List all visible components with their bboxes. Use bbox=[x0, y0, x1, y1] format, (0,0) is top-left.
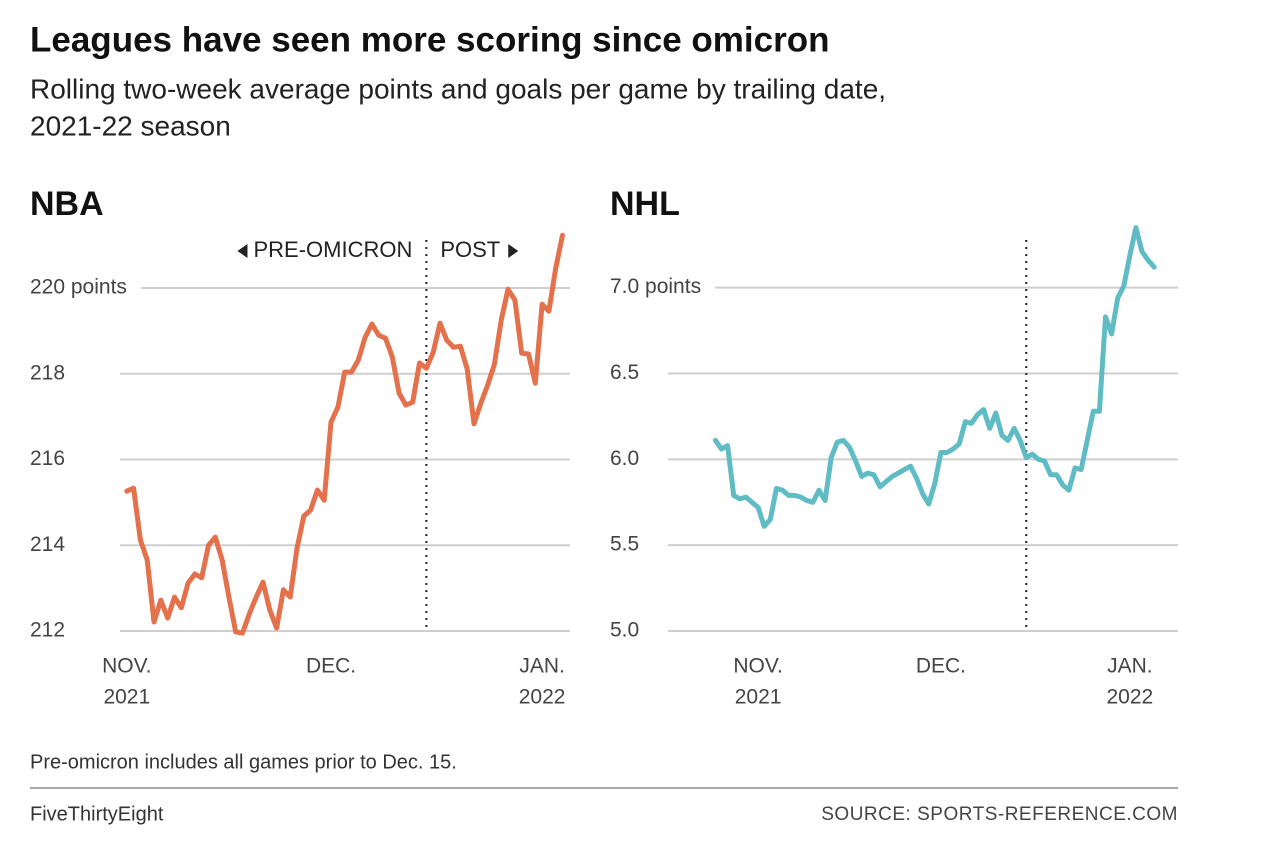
subtitle: Rolling two-week average points and goal… bbox=[30, 73, 886, 104]
note: Pre-omicron includes all games prior to … bbox=[30, 751, 457, 773]
y-tick-label: 218 bbox=[30, 361, 65, 384]
x-tick-label: JAN. bbox=[519, 655, 565, 678]
annotation: POST bbox=[440, 237, 500, 262]
x-tick-label: 2021 bbox=[735, 686, 782, 709]
x-tick-label: 2022 bbox=[519, 686, 566, 709]
panel-title: NBA bbox=[30, 185, 104, 223]
data-line bbox=[124, 232, 565, 636]
arrow-right bbox=[508, 244, 519, 258]
y-tick-label: 216 bbox=[30, 447, 65, 470]
y-tick-label: 214 bbox=[30, 533, 65, 556]
data-line bbox=[712, 225, 1157, 529]
x-tick-label: NOV. bbox=[102, 655, 151, 678]
y-tick-label: 212 bbox=[30, 619, 65, 642]
title: Leagues have seen more scoring since omi… bbox=[30, 20, 829, 59]
x-tick-label: 2021 bbox=[103, 686, 150, 709]
y-tick-label: 5.0 bbox=[610, 619, 639, 642]
annotation: PRE-OMICRON bbox=[253, 237, 412, 262]
x-tick-label: NOV. bbox=[733, 655, 782, 678]
x-tick-label: DEC. bbox=[916, 655, 966, 678]
arrow-left bbox=[237, 244, 248, 258]
y-tick-label: 6.0 bbox=[610, 447, 639, 470]
y-tick-label: 220 points bbox=[30, 276, 127, 299]
x-tick-label: DEC. bbox=[306, 655, 356, 678]
source: SOURCE: SPORTS-REFERENCE.COM bbox=[821, 804, 1178, 825]
x-tick-label: JAN. bbox=[1107, 655, 1153, 678]
y-tick-label: 5.5 bbox=[610, 533, 639, 556]
subtitle: 2021-22 season bbox=[30, 110, 231, 141]
credit: FiveThirtyEight bbox=[30, 803, 164, 825]
x-tick-label: 2022 bbox=[1106, 686, 1153, 709]
y-tick-label: 6.5 bbox=[610, 361, 639, 384]
panel-title: NHL bbox=[610, 185, 680, 223]
y-tick-label: 7.0 points bbox=[610, 275, 701, 298]
